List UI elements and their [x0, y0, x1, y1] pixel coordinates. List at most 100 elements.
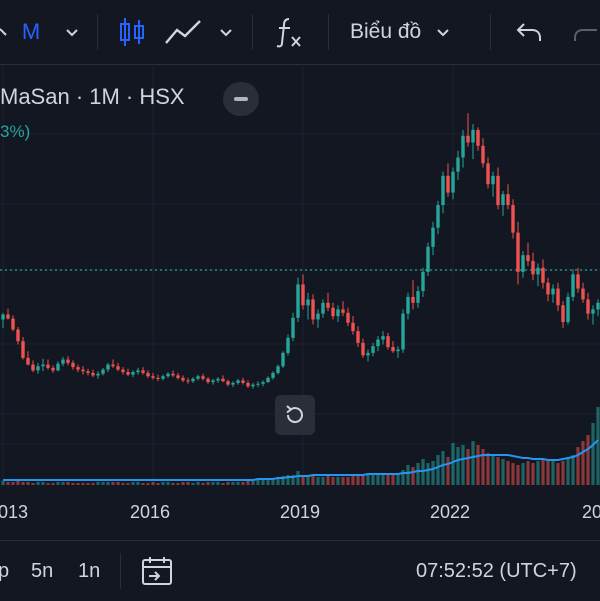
clock-timezone[interactable]: 07:52:52 (UTC+7) — [416, 541, 577, 601]
undo-icon — [516, 23, 541, 41]
volume-bar — [376, 473, 380, 485]
volume-bar — [256, 480, 260, 485]
candle-body — [451, 171, 455, 193]
candle-body — [286, 337, 290, 353]
timeframe-label: 5n — [31, 559, 54, 582]
candle-body — [521, 255, 525, 272]
toolbar-divider — [252, 14, 253, 50]
candle-body — [511, 205, 515, 233]
timeframe-button[interactable]: p — [0, 541, 9, 601]
volume-bar — [556, 463, 560, 485]
volume-bar — [466, 449, 470, 485]
candle-body — [46, 364, 50, 368]
volume-bar — [271, 479, 275, 485]
candle-body — [386, 336, 390, 348]
volume-bar — [536, 461, 540, 485]
volume-bar — [296, 471, 300, 485]
volume-bar — [461, 445, 465, 485]
volume-bar — [246, 481, 250, 485]
volume-bar — [371, 474, 375, 485]
candle-body — [541, 267, 545, 283]
candle-body — [341, 309, 345, 313]
volume-bar — [436, 455, 440, 485]
volume-bar — [451, 443, 455, 485]
volume-bar — [146, 483, 150, 485]
volume-bar — [236, 482, 240, 485]
chevron-down-icon — [437, 29, 449, 37]
candle-body — [516, 232, 520, 272]
hide-legend-button[interactable] — [223, 82, 259, 116]
candles-style-button[interactable] — [112, 0, 152, 64]
redo-button[interactable] — [572, 0, 600, 64]
candle-body — [371, 346, 375, 353]
volume-bar — [286, 475, 290, 485]
volume-bar — [496, 457, 500, 485]
price-chart[interactable] — [0, 64, 600, 494]
volume-bar — [541, 459, 545, 485]
chart-style-dropdown[interactable] — [212, 0, 240, 64]
volume-bar — [341, 477, 345, 485]
candle-body — [246, 382, 250, 387]
volume-bar — [111, 482, 115, 485]
candle-body — [366, 352, 370, 356]
time-axis-label: 2019 — [280, 502, 321, 522]
candle-body — [441, 175, 445, 206]
interval-button[interactable]: M — [18, 0, 44, 64]
volume-bar — [471, 441, 475, 485]
volume-bar — [456, 447, 460, 485]
volume-bar — [566, 457, 570, 485]
volume-bar — [76, 483, 80, 485]
timeframe-button[interactable]: 1n — [78, 541, 100, 601]
candle-body — [336, 309, 340, 317]
candle-body — [16, 329, 20, 342]
candle-body — [36, 366, 40, 371]
volume-ma-line — [3, 439, 599, 481]
volume-bar — [576, 447, 580, 485]
candle-body — [306, 299, 310, 306]
volume-bar — [66, 482, 70, 485]
volume-bar — [131, 482, 135, 485]
go-to-date-button[interactable] — [140, 541, 174, 601]
candle-body — [66, 359, 70, 363]
volume-bar — [71, 483, 75, 485]
volume-bar — [241, 482, 245, 485]
candle-body — [131, 372, 135, 375]
candle-body — [191, 378, 195, 382]
timeframe-label: p — [0, 559, 10, 582]
symbol-legend[interactable]: MaSan · 1M · HSX — [0, 84, 185, 110]
volume-bar — [586, 435, 590, 485]
volume-bar — [596, 407, 600, 485]
candle-body — [261, 382, 265, 384]
candle-body — [156, 377, 160, 379]
volume-bar — [6, 482, 10, 485]
candle-body — [436, 205, 440, 228]
interval-dropdown[interactable] — [58, 0, 86, 64]
candle-body — [101, 369, 105, 374]
volume-bar — [301, 475, 305, 485]
indicators-button[interactable] — [266, 0, 312, 64]
candle-body — [216, 378, 220, 381]
chevron-down-icon[interactable] — [0, 0, 14, 64]
undo-button[interactable] — [508, 0, 550, 64]
volume-bar — [361, 474, 365, 485]
volume-bar — [166, 482, 170, 485]
candle-body — [176, 375, 180, 378]
volume-bar — [216, 482, 220, 485]
chart-type-menu[interactable]: Biểu đồ — [350, 0, 468, 64]
timeframe-button[interactable]: 5n — [31, 541, 53, 601]
candle-body — [551, 288, 555, 295]
volume-bar — [321, 477, 325, 485]
candle-body — [271, 372, 275, 378]
indicator-line-button[interactable] — [160, 0, 206, 64]
chevron-down-icon — [220, 29, 232, 37]
candle-body — [171, 373, 175, 376]
reset-chart-button[interactable] — [275, 395, 315, 435]
candle-body — [241, 380, 245, 383]
volume-bar — [401, 470, 405, 485]
candle-body — [461, 135, 465, 158]
candle-body — [396, 349, 400, 352]
volume-bar — [26, 482, 30, 485]
time-axis-label: 20 — [582, 502, 600, 522]
candle-body — [576, 274, 580, 289]
volume-bar — [61, 482, 65, 485]
